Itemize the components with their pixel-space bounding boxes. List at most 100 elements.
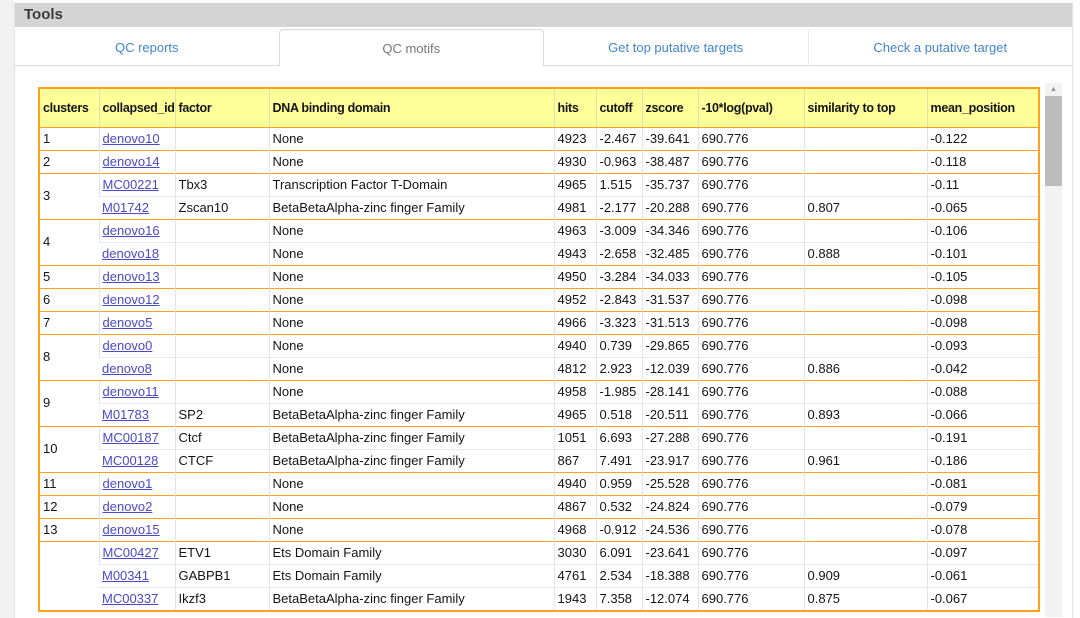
collapsed-id-link[interactable]: denovo12 <box>102 291 160 307</box>
log-pval-cell: 690.776 <box>697 195 804 219</box>
factor-cell <box>174 149 269 173</box>
mean-position-cell: -0.118 <box>926 149 1039 173</box>
collapsed-id-link[interactable]: denovo13 <box>102 268 160 284</box>
collapsed-id-link[interactable]: MC00221 <box>102 176 159 192</box>
zscore-cell: -27.288 <box>641 425 698 449</box>
factor-cell: CTCF <box>174 448 269 472</box>
collapsed-id-link[interactable]: denovo15 <box>102 521 160 537</box>
cluster-cell: 13 <box>39 517 99 541</box>
hits-cell: 4952 <box>553 287 596 311</box>
mean-position-cell: -0.098 <box>926 287 1039 311</box>
collapsed-id-cell: denovo8 <box>99 356 175 380</box>
dna-binding-domain-cell: None <box>268 517 554 541</box>
header-row: clusters collapsed_id factor DNA binding do… <box>39 88 1039 128</box>
collapsed-id-link[interactable]: denovo2 <box>102 498 153 514</box>
zscore-cell: -25.528 <box>641 471 698 495</box>
column-header-zscore: zscore <box>641 88 698 128</box>
zscore-cell: -32.485 <box>641 241 698 265</box>
tab-qc-reports[interactable]: QC reports <box>15 29 279 66</box>
collapsed-id-link[interactable]: MC00128 <box>102 452 159 468</box>
dna-binding-domain-cell: BetaBetaAlpha-zinc finger Family <box>268 586 554 611</box>
collapsed-id-link[interactable]: denovo11 <box>102 383 159 399</box>
scrollbar[interactable]: ▲ <box>1045 83 1062 617</box>
cluster-cell: 2 <box>39 149 99 173</box>
hits-cell: 4965 <box>553 172 596 196</box>
log-pval-cell: 690.776 <box>697 471 804 495</box>
hits-cell: 4966 <box>553 310 596 334</box>
dna-binding-domain-cell: BetaBetaAlpha-zinc finger Family <box>268 448 554 472</box>
zscore-cell: -29.865 <box>641 333 698 357</box>
collapsed-id-cell: denovo18 <box>99 241 175 265</box>
tab-check-a-putative-target[interactable]: Check a putative target <box>807 29 1072 66</box>
similarity-to-top-cell <box>803 172 927 196</box>
table-row: 7 denovo5 None 4966 -3.323 -31.513 690.776 -0.0… <box>39 310 1039 334</box>
table-row: M00341 GABPB1 Ets Domain Family 4761 2.534 -1… <box>39 563 1039 587</box>
collapsed-id-link[interactable]: denovo16 <box>102 222 160 238</box>
cutoff-cell: -2.467 <box>595 126 642 150</box>
zscore-cell: -23.917 <box>641 448 698 472</box>
collapsed-id-link[interactable]: denovo1 <box>102 475 153 491</box>
zscore-cell: -28.141 <box>641 379 698 403</box>
collapsed-id-link[interactable]: denovo14 <box>102 153 160 169</box>
similarity-to-top-cell: 0.893 <box>803 402 927 426</box>
column-header-hits: hits <box>553 88 596 128</box>
collapsed-id-link[interactable]: M01783 <box>102 406 149 422</box>
motif-table: clusters collapsed_id factor DNA binding do… <box>38 87 1040 612</box>
zscore-cell: -34.033 <box>641 264 698 288</box>
collapsed-id-link[interactable]: MC00187 <box>102 429 159 445</box>
collapsed-id-link[interactable]: MC00337 <box>102 590 159 606</box>
log-pval-cell: 690.776 <box>697 218 804 242</box>
tab-get-top-putative-targets[interactable]: Get top putative targets <box>544 29 808 66</box>
similarity-to-top-cell <box>803 287 927 311</box>
mean-position-cell: -0.088 <box>926 379 1039 403</box>
zscore-cell: -24.536 <box>641 517 698 541</box>
mean-position-cell: -0.11 <box>926 172 1039 196</box>
factor-cell <box>174 333 269 357</box>
collapsed-id-link[interactable]: denovo5 <box>102 314 153 330</box>
collapsed-id-cell: M00341 <box>99 563 175 587</box>
collapsed-id-link[interactable]: denovo8 <box>102 360 152 376</box>
collapsed-id-link[interactable]: denovo10 <box>102 130 160 146</box>
similarity-to-top-cell <box>803 540 927 564</box>
mean-position-cell: -0.097 <box>926 540 1039 564</box>
dna-binding-domain-cell: None <box>268 471 554 495</box>
scrollbar-thumb[interactable] <box>1045 96 1062 186</box>
cluster-cell: 5 <box>39 264 99 288</box>
panel-header: Tools <box>15 3 1072 27</box>
log-pval-cell: 690.776 <box>697 494 804 518</box>
collapsed-id-cell: M01783 <box>99 402 175 426</box>
factor-cell <box>174 517 269 541</box>
collapsed-id-link[interactable]: denovo0 <box>102 337 153 353</box>
mean-position-cell: -0.081 <box>926 471 1039 495</box>
scrollbar-up-arrow-icon[interactable]: ▲ <box>1050 86 1057 93</box>
dna-binding-domain-cell: None <box>268 379 554 403</box>
hits-cell: 4943 <box>553 241 596 265</box>
log-pval-cell: 690.776 <box>697 149 804 173</box>
table-row: 5 denovo13 None 4950 -3.284 -34.033 690.776 -0.… <box>39 264 1039 288</box>
collapsed-id-cell: denovo2 <box>98 494 175 518</box>
cluster-cell: 7 <box>39 310 99 334</box>
collapsed-id-link[interactable]: M01742 <box>102 199 149 215</box>
cutoff-cell: -2.658 <box>595 241 642 265</box>
column-header--10-log-pval-: -10*log(pval) <box>697 88 804 128</box>
collapsed-id-cell: denovo11 <box>98 379 175 403</box>
collapsed-id-link[interactable]: denovo18 <box>102 245 160 261</box>
hits-cell: 4981 <box>553 195 596 219</box>
cluster-cell <box>39 540 99 611</box>
mean-position-cell: -0.093 <box>926 333 1039 357</box>
tab-qc-motifs[interactable]: QC motifs <box>278 29 544 66</box>
mean-position-cell: -0.106 <box>926 218 1039 242</box>
hits-cell: 4940 <box>553 471 596 495</box>
table-row: 13 denovo15 None 4968 -0.912 -24.536 690.776 -0… <box>39 517 1039 541</box>
zscore-cell: -20.511 <box>641 402 698 426</box>
dna-binding-domain-cell: None <box>268 356 554 380</box>
hits-cell: 4867 <box>553 494 596 518</box>
hits-cell: 4930 <box>553 149 596 173</box>
factor-cell <box>174 494 269 518</box>
hits-cell: 867 <box>553 448 596 472</box>
table-row: 12 denovo2 None 4867 0.532 -24.824 690.776 -0.0… <box>39 494 1039 518</box>
hits-cell: 4958 <box>553 379 596 403</box>
factor-cell <box>174 356 269 380</box>
collapsed-id-link[interactable]: MC00427 <box>102 544 159 560</box>
collapsed-id-link[interactable]: M00341 <box>102 567 149 583</box>
